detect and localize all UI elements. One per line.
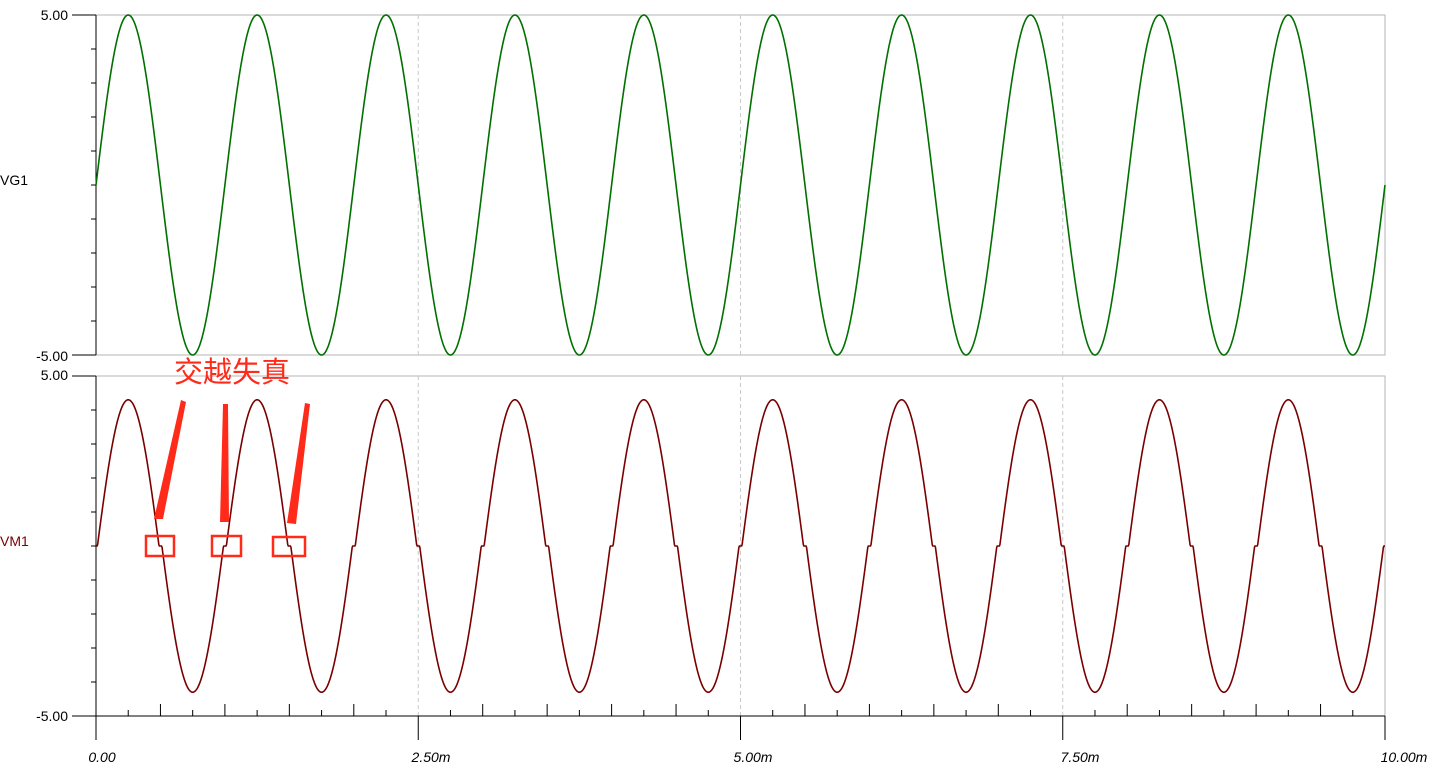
panel-vg1: 5.00 -5.00 VG1	[0, 7, 1386, 364]
x-tick-label-4: 10.00m	[1381, 749, 1428, 765]
x-tick-label-2: 5.00m	[734, 749, 773, 765]
y-min-label-vg1: -5.00	[36, 348, 68, 364]
minor-y-ticks-vg1	[72, 14, 96, 356]
annotation-box-3	[271, 535, 307, 558]
annotation-arrow-3	[287, 403, 310, 524]
annotation-box-2	[210, 534, 243, 558]
x-tick-label-1: 2.50m	[411, 749, 451, 765]
annotation-text: 交越失真	[174, 356, 290, 389]
y-min-label-vm1: -5.00	[36, 708, 68, 724]
x-axis-ticks	[95, 704, 1386, 740]
y-max-label-vm1: 5.00	[41, 367, 68, 383]
trace-label-vg1: VG1	[0, 172, 28, 188]
x-tick-labels: 0.00 2.50m 5.00m 7.50m 10.00m	[88, 749, 1427, 765]
annotation-arrow-2	[220, 404, 229, 522]
minor-y-ticks-vm1	[72, 375, 96, 717]
x-tick-label-0: 0.00	[88, 749, 115, 765]
y-max-label-vg1: 5.00	[41, 7, 68, 23]
annotation-box-1	[144, 534, 176, 558]
annotation-arrow-1	[154, 400, 186, 519]
x-tick-label-3: 7.50m	[1061, 749, 1100, 765]
trace-label-vm1: VM1	[0, 533, 29, 549]
series-line-vg1	[95, 14, 1386, 356]
crossover-distortion-annotation: 交越失真	[144, 356, 310, 558]
series-line-vm1	[96, 398, 1385, 694]
panel-vm1: 5.00 -5.00 VM1	[0, 367, 1386, 740]
